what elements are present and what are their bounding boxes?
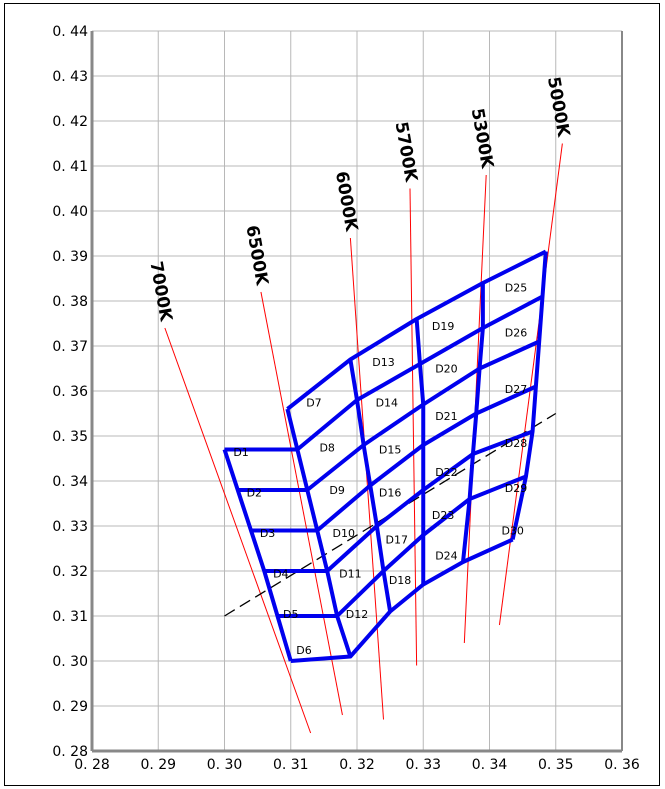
bin-label-d3: D3 — [260, 527, 275, 540]
bin-label-d4: D4 — [273, 567, 288, 580]
cct-line — [349, 237, 384, 720]
bin-label-d26: D26 — [505, 327, 527, 340]
cct-line — [260, 291, 343, 716]
bin-row-line — [286, 249, 547, 411]
chart-frame — [4, 3, 660, 786]
y-tick-label: 0. 33 — [52, 519, 88, 535]
bin-label-d29: D29 — [505, 482, 527, 495]
y-tick-label: 0. 35 — [52, 429, 88, 445]
cct-line — [409, 188, 418, 666]
y-tick-label: 0. 32 — [52, 564, 88, 580]
bin-column-line — [461, 283, 485, 563]
bin-label-d15: D15 — [379, 444, 401, 457]
x-tick-label: 0. 31 — [273, 757, 309, 773]
bin-label-d28: D28 — [505, 437, 527, 450]
x-tick-label: 0. 29 — [140, 757, 176, 773]
y-tick-label: 0. 42 — [52, 114, 88, 130]
cct-line — [498, 143, 563, 626]
x-tick-label: 0. 34 — [472, 757, 508, 773]
bin-label-d5: D5 — [283, 608, 298, 621]
y-tick-label: 0. 28 — [52, 744, 88, 760]
bin-label-d12: D12 — [346, 608, 368, 621]
y-tick-label: 0. 37 — [52, 339, 88, 355]
bin-label-d27: D27 — [505, 383, 527, 396]
bin-label-d23: D23 — [432, 509, 454, 522]
bin-label-d6: D6 — [296, 644, 311, 657]
bin-label-d24: D24 — [435, 549, 457, 562]
bin-label-d18: D18 — [389, 574, 411, 587]
y-tick-label: 0. 36 — [52, 384, 88, 400]
bin-row-line — [251, 384, 537, 533]
x-tick-label: 0. 32 — [339, 757, 375, 773]
bin-label-d20: D20 — [435, 363, 457, 376]
bin-label-d25: D25 — [505, 282, 527, 295]
y-tick-label: 0. 34 — [52, 474, 88, 490]
x-tick-label: 0. 33 — [405, 757, 441, 773]
bin-label-d9: D9 — [329, 484, 344, 497]
bin-label-d16: D16 — [379, 486, 401, 499]
bin-label-d21: D21 — [435, 410, 457, 423]
bin-label-d19: D19 — [432, 320, 454, 333]
bin-row-line — [290, 537, 514, 663]
bin-label-d17: D17 — [386, 534, 408, 547]
bin-label-d30: D30 — [501, 525, 523, 538]
bin-label-d14: D14 — [376, 396, 398, 409]
y-tick-label: 0. 41 — [52, 159, 88, 175]
cct-label: 7000K — [145, 260, 175, 324]
x-tick-label: 0. 35 — [538, 757, 574, 773]
bin-label-d13: D13 — [372, 356, 394, 369]
bin-label-d10: D10 — [333, 527, 355, 540]
x-tick-label: 0. 36 — [604, 757, 640, 773]
bin-row-line — [224, 294, 544, 452]
bin-row-line — [237, 339, 541, 492]
y-tick-label: 0. 44 — [52, 24, 88, 40]
bin-row-line — [264, 429, 534, 573]
bin-row-line — [277, 474, 527, 618]
cct-line — [164, 327, 312, 734]
planckian-locus-line — [224, 412, 557, 617]
y-tick-label: 0. 31 — [52, 609, 88, 625]
y-tick-label: 0. 30 — [52, 654, 88, 670]
y-tick-label: 0. 39 — [52, 249, 88, 265]
x-tick-label: 0. 28 — [74, 757, 110, 773]
bin-label-d8: D8 — [319, 441, 334, 454]
cct-label: 5000K — [543, 75, 573, 139]
y-tick-label: 0. 29 — [52, 699, 88, 715]
bin-column-line — [222, 448, 293, 662]
bin-label-d7: D7 — [306, 396, 321, 409]
bin-label-d1: D1 — [233, 446, 248, 459]
y-tick-label: 0. 43 — [52, 69, 88, 85]
bin-label-d11: D11 — [339, 567, 361, 580]
y-tick-label: 0. 40 — [52, 204, 88, 220]
bin-label-d2: D2 — [247, 486, 262, 499]
y-tick-label: 0. 38 — [52, 294, 88, 310]
cct-label: 5700K — [391, 120, 421, 184]
cct-label: 5300K — [467, 107, 497, 171]
x-tick-label: 0. 30 — [207, 757, 243, 773]
bin-label-d22: D22 — [435, 466, 457, 479]
